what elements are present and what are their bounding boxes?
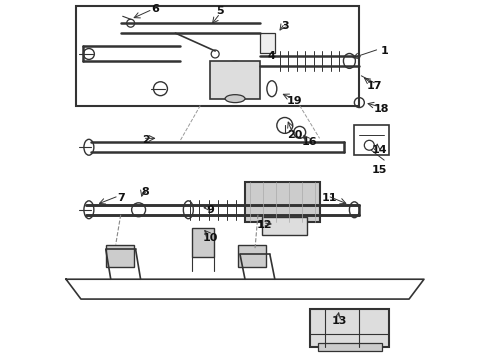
Text: 14: 14 <box>371 145 387 155</box>
Text: 8: 8 <box>142 187 149 197</box>
Text: 18: 18 <box>373 104 389 113</box>
Text: 19: 19 <box>287 96 302 105</box>
Text: 20: 20 <box>287 130 302 140</box>
Text: 17: 17 <box>367 81 382 91</box>
Text: 11: 11 <box>322 193 337 203</box>
Bar <box>262 217 307 235</box>
Text: 2: 2 <box>142 135 149 145</box>
Text: 3: 3 <box>281 21 289 31</box>
Bar <box>354 125 389 155</box>
Text: 15: 15 <box>371 165 387 175</box>
Bar <box>318 343 382 351</box>
Bar <box>238 246 266 267</box>
Text: 1: 1 <box>380 46 388 56</box>
Text: 16: 16 <box>302 137 318 147</box>
Bar <box>210 61 260 99</box>
Bar <box>245 182 319 222</box>
Text: 10: 10 <box>202 233 218 243</box>
Ellipse shape <box>225 95 245 103</box>
Text: 12: 12 <box>257 220 272 230</box>
Bar <box>106 246 134 267</box>
Bar <box>310 309 389 347</box>
Bar <box>76 6 359 105</box>
Text: 5: 5 <box>216 6 224 16</box>
Text: 13: 13 <box>332 316 347 326</box>
Text: 9: 9 <box>206 205 214 215</box>
Bar <box>192 228 214 257</box>
Text: 4: 4 <box>268 51 276 61</box>
Text: 7: 7 <box>117 193 124 203</box>
Bar <box>260 33 275 53</box>
Text: 6: 6 <box>151 4 159 14</box>
